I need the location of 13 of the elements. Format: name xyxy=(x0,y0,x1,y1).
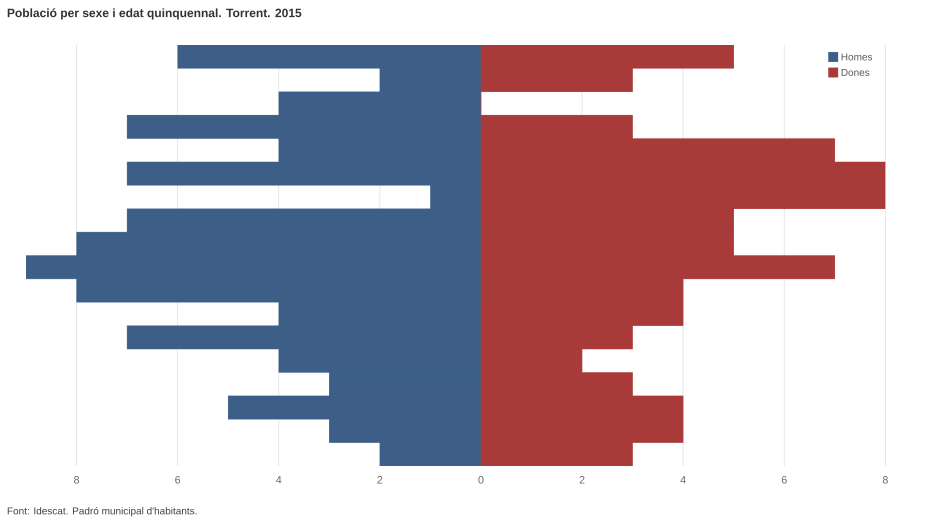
text: Font: Idescat. Padró municipal d'habitants. xyxy=(8,506,197,516)
x-tick-label: 2 xyxy=(580,476,584,484)
x-tick-label: 0 xyxy=(478,476,484,484)
x-tick-label: 4 xyxy=(276,476,282,484)
chart-title: Població per sexe i edat quinquennal. Torrent. 2015 xyxy=(8,8,302,20)
x-tick-label: 8 xyxy=(74,476,80,484)
x-tick-label: 6 xyxy=(782,476,787,484)
x-tick-label: 2 xyxy=(377,476,382,484)
x-tick-label: 6 xyxy=(175,476,180,484)
legend-label: Dones xyxy=(842,69,870,76)
x-tick-label: 8 xyxy=(882,476,888,484)
legend-label: Homes xyxy=(842,53,872,60)
x-tick-label: 4 xyxy=(680,476,686,484)
